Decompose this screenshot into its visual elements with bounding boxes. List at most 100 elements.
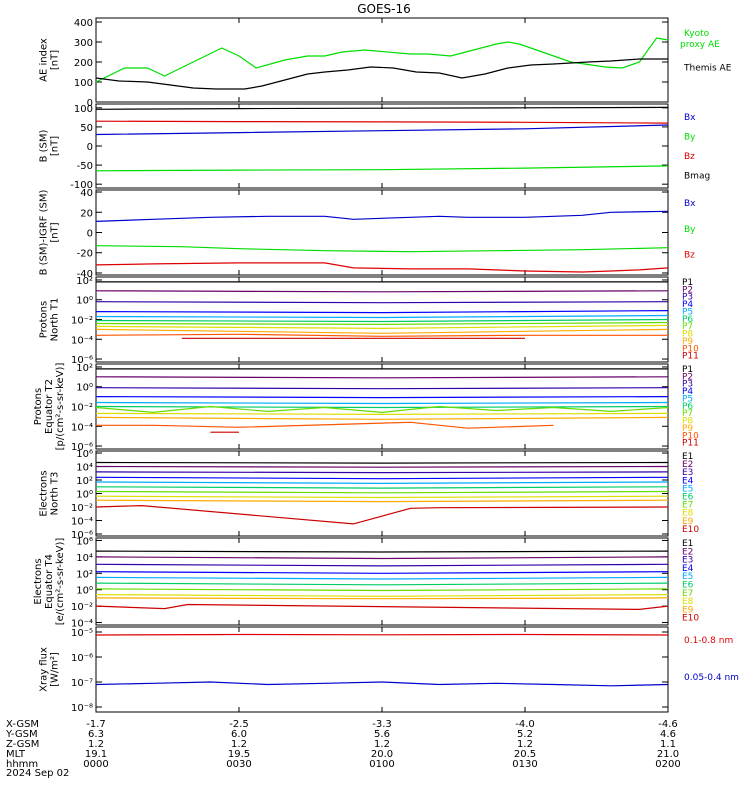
series-line-bz (95, 120, 669, 124)
panel-frame (95, 626, 669, 713)
y-axis-label: Equator T2 (44, 379, 55, 434)
series-line-bmag (95, 106, 669, 110)
legend-entry: P4 (682, 300, 693, 310)
x-row-value: 0200 (655, 759, 680, 770)
y-axis-label: [nT] (50, 136, 61, 156)
y-axis-label: [W/m²] (50, 652, 61, 687)
y-tick-label: 10⁻⁶ (71, 355, 93, 366)
x-row-label: Z-GSM (6, 739, 39, 750)
y-axis-label: Equator T4 (44, 554, 55, 609)
series-line-e4 (95, 571, 669, 574)
legend-entry: P2 (682, 285, 693, 295)
y-tick-label: 10⁰ (76, 296, 93, 307)
y-tick-label: 10⁻⁷ (71, 678, 93, 689)
y-tick-label: 0 (87, 142, 93, 153)
x-row-value: 1.1 (660, 739, 676, 750)
x-row-value: -1.7 (86, 719, 106, 730)
y-tick-label: 10⁻⁴ (71, 516, 93, 527)
series-line-bx (95, 124, 669, 136)
legend-entry: E9 (682, 517, 694, 527)
y-axis-label: Protons (33, 388, 44, 425)
series-line-p8 (95, 412, 669, 415)
legend-entry: P6 (682, 315, 693, 325)
y-tick-label: 10² (76, 569, 93, 580)
y-tick-label: -100 (70, 180, 93, 191)
series-line-e1 (95, 550, 669, 553)
y-tick-label: 100 (74, 78, 93, 89)
x-row-value: -4.0 (515, 719, 535, 730)
y-axis-label: AE index (39, 38, 50, 82)
series-line-themis-ae (95, 58, 668, 90)
y-tick-label: 10² (76, 276, 93, 287)
series-line-e4 (95, 476, 669, 480)
legend-entry: E3 (682, 556, 693, 566)
legend-entry: P6 (682, 402, 693, 412)
x-row-value: 1.2 (88, 739, 104, 750)
x-row-label: X-GSM (6, 719, 39, 730)
series-line-p7 (95, 321, 669, 326)
y-tick-label: 10⁴ (76, 463, 93, 474)
y-tick-label: 10⁻⁶ (71, 530, 93, 541)
x-row-label: hhmm (6, 759, 38, 770)
series-line-bz (95, 262, 669, 273)
series-line-e1 (95, 461, 669, 464)
y-tick-label: 300 (74, 38, 93, 49)
series-line-e9 (95, 499, 669, 503)
legend-entry: Bz (684, 251, 695, 261)
y-tick-label: 100 (74, 104, 93, 115)
y-tick-label: 10⁻⁸ (71, 703, 93, 714)
series-line-p9 (95, 416, 669, 420)
series-line-by (95, 245, 669, 253)
y-axis-label: Electrons (33, 558, 44, 604)
y-tick-label: 20 (80, 208, 93, 219)
x-row-value: -2.5 (229, 719, 249, 730)
legend-entry: Bx (684, 199, 696, 209)
y-tick-label: 10⁰ (76, 586, 93, 597)
x-row-value: 6.0 (231, 729, 247, 740)
series-line-p6 (95, 318, 669, 323)
x-row-value: 20.5 (514, 749, 536, 760)
legend-entry: E2 (682, 460, 693, 470)
legend-entry: Bmag (684, 172, 710, 182)
legend-entry: P5 (682, 307, 693, 317)
legend-entry: proxy AE (680, 40, 720, 50)
x-row-value: 0000 (83, 759, 108, 770)
series-line-p2 (95, 290, 669, 293)
x-row-value: 1.2 (231, 739, 247, 750)
legend-entry: E4 (682, 476, 694, 486)
y-tick-label: 10⁻² (71, 403, 93, 414)
series-line-p5 (95, 314, 669, 319)
legend-entry: E3 (682, 468, 693, 478)
legend-entry: E8 (682, 509, 694, 519)
legend-entry: E4 (682, 564, 694, 574)
panel-frame (95, 103, 669, 189)
series-line-e7 (95, 490, 669, 494)
series-line-e3 (95, 471, 669, 474)
series-line-p10 (95, 333, 668, 337)
y-axis-label: [e/(cm²-s-sr-keV)] (55, 538, 66, 626)
y-axis-label: North T3 (50, 472, 61, 516)
legend-entry: E9 (682, 605, 694, 615)
series-line-p7 (95, 405, 669, 414)
y-tick-label: 10⁻⁴ (71, 335, 93, 346)
x-row-value: 21.0 (657, 749, 679, 760)
series-line-e9 (95, 597, 669, 600)
series-line-p4 (95, 396, 669, 399)
series-line-p5 (95, 401, 669, 405)
legend-entry: P3 (682, 293, 693, 303)
legend-entry: Bx (684, 113, 696, 123)
series-line-p2 (95, 376, 669, 379)
y-axis-label: [p/(cm²-s-sr-keV)] (55, 363, 66, 451)
panel-b: -100 -50 0 50 100 B (SM) [nT] Bx By Bz Bmag (39, 103, 710, 191)
series-line-e10 (95, 504, 669, 525)
x-axis-labels: X-GSM -1.7 -2.5 -3.3 -4.0 -4.6 Y-GSM 6.3 6.0 5.6 5… (5, 719, 681, 770)
x-row-value: 20.0 (371, 749, 393, 760)
series-line-by (95, 165, 669, 172)
legend-entry: P8 (682, 417, 693, 427)
series-line-e8 (95, 593, 669, 597)
series-line-p10 (96, 421, 554, 429)
legend-entry: E6 (682, 581, 694, 591)
y-axis-label: Xray flux (39, 647, 50, 692)
